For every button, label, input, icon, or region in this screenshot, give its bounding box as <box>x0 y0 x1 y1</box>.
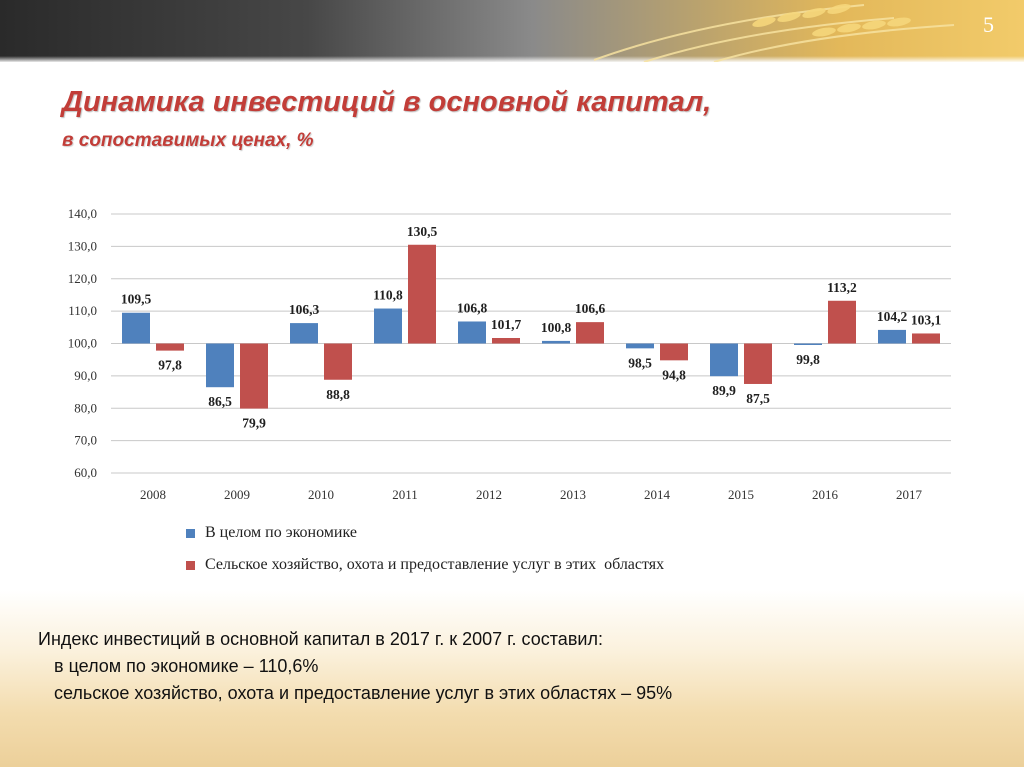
bar-agriculture-2015 <box>744 343 772 384</box>
data-label: 106,6 <box>575 301 606 316</box>
bar-economy-2011 <box>374 308 402 344</box>
data-label: 99,8 <box>796 352 820 367</box>
y-axis-ticks: 60,0 70,0 80,0 90,0 100,0 110,0 120,0 130,0 140,… <box>68 206 97 480</box>
bar-economy-2014 <box>626 343 654 349</box>
bar-agriculture-2012 <box>492 337 520 344</box>
legend-label-agriculture: Сельское хозяйство, охота и предоставлен… <box>205 556 665 573</box>
bar-economy-2012 <box>458 321 486 344</box>
bar-agriculture-2017 <box>912 333 940 344</box>
y-tick-label: 120,0 <box>68 271 97 286</box>
data-label: 109,5 <box>121 292 152 307</box>
data-label: 94,8 <box>662 367 686 382</box>
y-tick-label: 60,0 <box>74 465 97 480</box>
data-label: 86,5 <box>208 394 232 409</box>
summary-line-economy: в целом по экономике – 110,6% <box>54 656 319 676</box>
wheat-decoration-icon <box>593 4 955 62</box>
legend-label-economy: В целом по экономике <box>205 524 357 541</box>
y-tick-label: 110,0 <box>68 303 97 318</box>
data-label: 101,7 <box>491 317 522 332</box>
x-tick-label: 2012 <box>476 487 502 502</box>
data-label: 98,5 <box>628 355 652 370</box>
legend-swatch-economy <box>186 528 195 538</box>
slide-title: Динамика инвестиций в основной капитал, <box>62 86 712 118</box>
summary-line-heading: Индекс инвестиций в основной капитал в 2… <box>38 629 603 649</box>
bar-economy-2017 <box>878 329 906 344</box>
x-tick-label: 2010 <box>308 487 334 502</box>
data-label: 106,8 <box>457 300 488 315</box>
x-tick-label: 2013 <box>560 487 586 502</box>
data-label: 87,5 <box>746 391 770 406</box>
data-label: 100,8 <box>541 320 572 335</box>
y-tick-label: 70,0 <box>74 433 97 448</box>
bottom-background <box>0 590 1024 767</box>
bar-agriculture-2009 <box>240 343 268 409</box>
slide-number: 5 <box>983 12 994 37</box>
x-axis-ticks: 2008 2009 2010 2011 2012 2013 2014 2015 2016 2017 <box>140 487 923 502</box>
legend-swatch-agriculture <box>186 560 195 570</box>
x-tick-label: 2011 <box>392 487 418 502</box>
data-label: 89,9 <box>712 383 736 398</box>
summary-line-agriculture: сельское хозяйство, охота и предоставлен… <box>54 683 673 703</box>
bar-agriculture-2008 <box>156 343 184 351</box>
grid-lines <box>111 213 951 474</box>
legend-item-economy: В целом по экономике <box>186 518 664 548</box>
bar-economy-2016 <box>794 343 822 345</box>
y-tick-label: 130,0 <box>68 238 97 253</box>
bar-agriculture-2014 <box>660 343 688 361</box>
y-tick-label: 90,0 <box>74 368 97 383</box>
data-label: 103,1 <box>911 312 942 327</box>
data-label: 88,8 <box>326 387 350 402</box>
x-tick-label: 2009 <box>224 487 250 502</box>
chart-legend: В целом по экономике Сельское хозяйство,… <box>186 518 664 582</box>
data-label: 104,2 <box>877 309 908 324</box>
bar-economy-2015 <box>710 343 738 377</box>
summary-text: Индекс инвестиций в основной капитал в 2… <box>38 626 998 707</box>
bar-economy-2013 <box>542 340 570 344</box>
bar-economy-2009 <box>206 343 234 388</box>
y-tick-label: 140,0 <box>68 206 97 221</box>
bar-agriculture-2016 <box>828 300 856 344</box>
bars <box>122 244 940 409</box>
x-tick-label: 2008 <box>140 487 166 502</box>
x-tick-label: 2017 <box>896 487 923 502</box>
data-labels: 109,5 97,8 86,5 79,9 106,3 88,8 110,8 130,5 106,… <box>121 224 942 431</box>
legend-item-agriculture: Сельское хозяйство, охота и предоставлен… <box>186 550 664 580</box>
bar-agriculture-2011 <box>408 244 436 344</box>
x-tick-label: 2015 <box>728 487 754 502</box>
data-label: 106,3 <box>289 302 320 317</box>
data-label: 97,8 <box>158 358 182 373</box>
data-label: 79,9 <box>242 416 266 431</box>
y-tick-label: 100,0 <box>68 336 97 351</box>
x-tick-label: 2016 <box>812 487 839 502</box>
bar-agriculture-2010 <box>324 343 352 380</box>
x-tick-label: 2014 <box>644 487 671 502</box>
data-label: 113,2 <box>827 280 857 295</box>
data-label: 110,8 <box>373 288 403 303</box>
bar-economy-2008 <box>122 312 150 344</box>
data-label: 130,5 <box>407 224 438 239</box>
bar-economy-2010 <box>290 323 318 344</box>
bar-agriculture-2013 <box>576 322 604 344</box>
y-tick-label: 80,0 <box>74 400 97 415</box>
slide-subtitle: в сопоставимых ценах, % <box>62 130 314 151</box>
